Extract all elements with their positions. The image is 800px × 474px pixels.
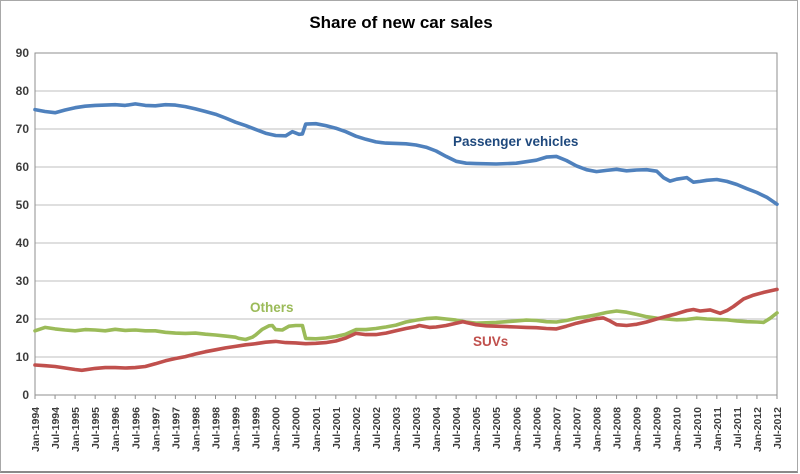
x-axis-label: Jul-2011 <box>732 407 744 449</box>
x-axis-label: Jan-2009 <box>632 407 644 452</box>
y-axis-label: 0 <box>22 388 29 402</box>
x-axis-label: Jul-2010 <box>692 407 704 449</box>
x-axis-label: Jul-2007 <box>571 407 583 449</box>
y-axis-label: 50 <box>16 198 30 212</box>
plot-border <box>34 52 778 396</box>
y-axis-label: 70 <box>16 122 30 136</box>
x-axis-label: Jul-1996 <box>130 407 142 449</box>
x-axis-label: Jul-2000 <box>291 407 303 449</box>
x-axis-label: Jan-1996 <box>110 407 122 452</box>
x-axis-label: Jan-1999 <box>231 407 243 452</box>
x-axis-label: Jul-1998 <box>210 407 222 449</box>
x-axis-label: Jul-2012 <box>772 407 784 449</box>
x-axis-label: Jan-2008 <box>592 407 604 452</box>
x-axis-label: Jul-2004 <box>451 407 463 449</box>
series-label-others: Others <box>250 300 294 315</box>
series-line-suvs <box>33 287 779 373</box>
series-label-passenger-vehicles: Passenger vehicles <box>453 134 579 149</box>
y-axis-label: 10 <box>16 350 30 364</box>
y-axis-label: 90 <box>16 46 30 60</box>
x-axis-label: Jul-2005 <box>491 407 503 449</box>
y-axis-label: 20 <box>16 312 30 326</box>
x-axis-label: Jul-1995 <box>90 407 102 449</box>
x-axis-label: Jan-2006 <box>511 407 523 452</box>
chart-title: Share of new car sales <box>309 13 493 32</box>
x-axis-label: Jan-1995 <box>70 407 82 452</box>
x-axis-label: Jan-1994 <box>30 407 42 452</box>
y-axis-label: 60 <box>16 160 30 174</box>
x-axis-label: Jan-2000 <box>271 407 283 452</box>
x-axis-label: Jan-2001 <box>311 407 323 452</box>
x-axis-label: Jul-2002 <box>371 407 383 449</box>
x-axis-label: Jan-2011 <box>712 407 724 452</box>
series-line-passenger-vehicles <box>33 102 779 206</box>
y-axis-label: 80 <box>16 84 30 98</box>
y-axis-label: 40 <box>16 236 30 250</box>
x-axis-label: Jul-2001 <box>331 407 343 449</box>
x-axis-label: Jan-1998 <box>190 407 202 452</box>
x-axis-label: Jan-2005 <box>471 407 483 452</box>
x-axis-label: Jul-1994 <box>50 407 62 449</box>
x-axis-label: Jan-2003 <box>391 407 403 452</box>
x-axis-label: Jul-1999 <box>251 407 263 449</box>
x-axis-label: Jul-2009 <box>652 407 664 449</box>
x-axis-label: Jan-2002 <box>351 407 363 452</box>
x-axis-label: Jan-2010 <box>672 407 684 452</box>
y-axis-label: 30 <box>16 274 30 288</box>
x-axis-label: Jan-2004 <box>431 407 443 452</box>
x-axis-label: Jul-2006 <box>531 407 543 449</box>
series-label-suvs: SUVs <box>473 334 509 349</box>
x-axis-label: Jul-2008 <box>612 407 624 449</box>
x-axis-label: Jan-2012 <box>752 407 764 452</box>
series-line-others <box>33 309 779 342</box>
x-axis-label: Jul-1997 <box>170 407 182 449</box>
x-axis-label: Jan-1997 <box>150 407 162 452</box>
x-axis-label: Jan-2007 <box>551 407 563 452</box>
x-axis-label: Jul-2003 <box>411 407 423 449</box>
